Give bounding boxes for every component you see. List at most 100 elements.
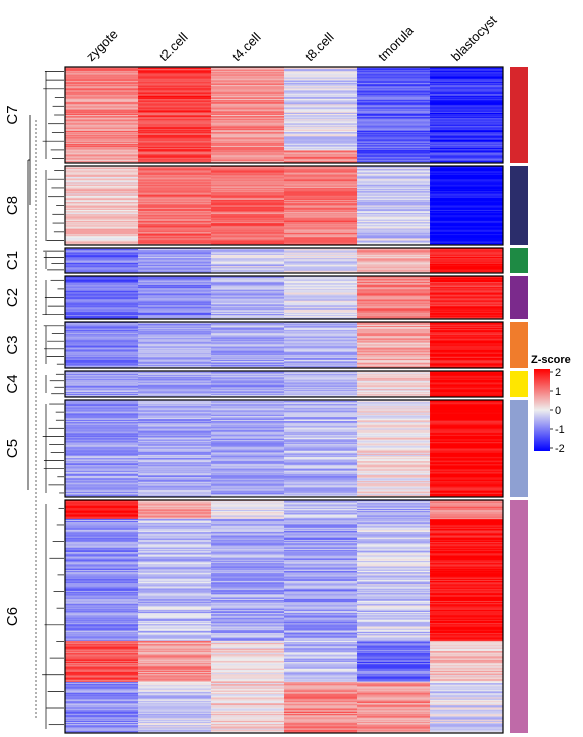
heatmap-cell: [430, 614, 504, 616]
heatmap-cell: [284, 103, 358, 105]
heatmap-cell: [357, 718, 431, 721]
heatmap-cell: [357, 645, 431, 647]
heatmap-cell: [284, 643, 358, 645]
heatmap-cell: [357, 357, 431, 360]
heatmap-cell: [65, 416, 139, 419]
heatmap-cell: [357, 537, 431, 540]
heatmap-cell: [211, 516, 285, 519]
heatmap-cell: [430, 218, 504, 221]
heatmap-cell: [430, 549, 504, 552]
heatmap-cell: [65, 586, 139, 589]
heatmap-cell: [138, 75, 212, 77]
heatmap-cell: [430, 363, 504, 366]
heatmap-cell: [430, 198, 504, 201]
heatmap-cell: [138, 83, 212, 85]
heatmap-cell: [138, 258, 212, 260]
heatmap-cell: [138, 261, 212, 264]
heatmap-cell: [284, 674, 358, 676]
heatmap-cell: [138, 725, 212, 727]
heatmap-cell: [211, 694, 285, 696]
heatmap-cell: [284, 562, 358, 564]
heatmap-cell: [430, 648, 504, 651]
heatmap-cell: [138, 534, 212, 536]
heatmap-cell: [357, 608, 431, 611]
heatmap-cell: [138, 81, 212, 84]
heatmap-cell: [138, 96, 212, 99]
heatmap-cell: [211, 645, 285, 647]
heatmap-cell: [211, 207, 285, 210]
heatmap-cell: [138, 450, 212, 453]
heatmap-cell: [65, 455, 139, 458]
heatmap-cell: [357, 554, 431, 556]
heatmap-cell: [138, 576, 212, 579]
heatmap-cell: [284, 378, 358, 381]
heatmap-cell: [357, 129, 431, 132]
heatmap-cell: [430, 513, 504, 515]
heatmap-cell: [430, 197, 504, 200]
heatmap-cell: [138, 447, 212, 449]
heatmap-cell: [284, 132, 358, 134]
heatmap-cell: [284, 183, 358, 186]
heatmap-cell: [65, 181, 139, 183]
heatmap-cell: [211, 483, 285, 485]
heatmap-cell: [284, 361, 358, 364]
heatmap-cell: [211, 290, 285, 292]
heatmap-cell: [430, 565, 504, 567]
heatmap-cell: [430, 424, 504, 426]
heatmap-cell: [357, 508, 431, 511]
heatmap-cell: [65, 701, 139, 704]
heatmap-cell: [357, 350, 431, 353]
heatmap-cell: [284, 68, 358, 70]
heatmap-cell: [284, 650, 358, 653]
heatmap-cell: [211, 357, 285, 360]
heatmap-cell: [357, 257, 431, 259]
heatmap-cell: [138, 487, 212, 489]
heatmap-cell: [430, 474, 504, 477]
heatmap-cell: [211, 139, 285, 141]
heatmap-cell: [138, 126, 212, 129]
heatmap-cell: [284, 294, 358, 296]
heatmap-cell: [65, 167, 139, 169]
heatmap-cell: [138, 545, 212, 547]
heatmap-cell: [211, 635, 285, 637]
heatmap-cell: [430, 629, 504, 632]
heatmap-cell: [284, 721, 358, 724]
heatmap-cell: [138, 521, 212, 523]
heatmap-cell: [65, 707, 139, 709]
heatmap-cell: [211, 324, 285, 326]
heatmap-cell: [211, 494, 285, 497]
heatmap-cell: [65, 719, 139, 722]
heatmap-cell: [430, 96, 504, 99]
heatmap-cell: [430, 428, 504, 430]
heatmap-cell: [138, 235, 212, 237]
heatmap-cell: [211, 79, 285, 82]
heatmap-cell: [211, 141, 285, 144]
heatmap-cell: [357, 73, 431, 75]
heatmap-cell: [211, 125, 285, 128]
heatmap-cell: [430, 237, 504, 239]
heatmap-cell: [65, 527, 139, 530]
heatmap-cell: [357, 344, 431, 346]
heatmap-cell: [284, 503, 358, 505]
heatmap-cell: [211, 335, 285, 337]
heatmap-cell: [357, 382, 431, 384]
heatmap-cell: [430, 627, 504, 630]
heatmap-cell: [138, 494, 212, 497]
heatmap-cell: [138, 602, 212, 604]
heatmap-cell: [430, 464, 504, 466]
heatmap-cell: [284, 258, 358, 260]
heatmap-cell: [138, 715, 212, 717]
heatmap-cell: [357, 578, 431, 581]
heatmap-cell: [357, 169, 431, 171]
heatmap-cell: [284, 521, 358, 523]
heatmap-cell: [357, 113, 431, 116]
heatmap-cell: [284, 180, 358, 182]
heatmap-cell: [138, 288, 212, 290]
heatmap-cell: [138, 323, 212, 325]
heatmap-cell: [284, 541, 358, 543]
heatmap-cell: [65, 506, 139, 509]
heatmap-cell: [138, 70, 212, 72]
heatmap-cell: [138, 360, 212, 363]
heatmap-cell: [211, 134, 285, 136]
heatmap-cell: [65, 269, 139, 272]
